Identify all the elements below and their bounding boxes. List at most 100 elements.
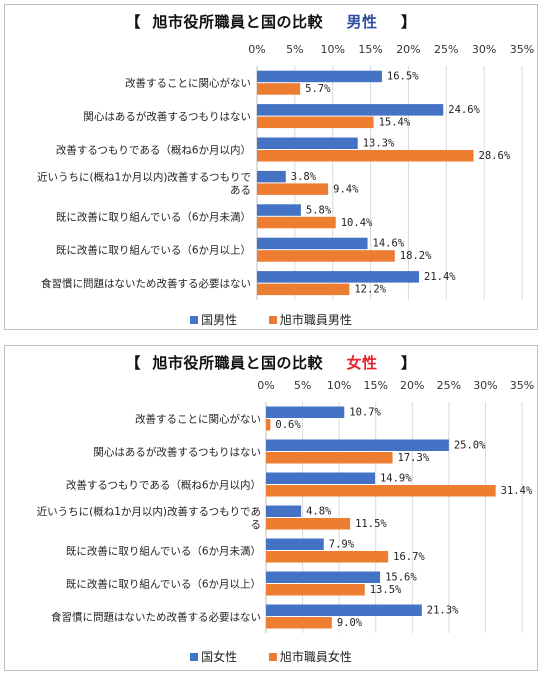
bar-national bbox=[257, 70, 382, 83]
x-tick-label: 10% bbox=[327, 379, 351, 392]
category-label: 既に改善に取り組んでいる（6か月以上） bbox=[66, 578, 261, 591]
bar-national bbox=[266, 406, 345, 418]
x-tick-label: 0% bbox=[248, 43, 265, 56]
male-title-highlight: 男性 bbox=[346, 13, 378, 31]
legend-label-city-female: 旭市職員女性 bbox=[279, 650, 352, 664]
bar-city bbox=[257, 183, 329, 195]
female-title-prefix: 【 bbox=[125, 354, 142, 372]
data-label: 9.0% bbox=[337, 617, 363, 629]
data-label: 18.2% bbox=[400, 250, 432, 262]
bar-city bbox=[257, 116, 374, 129]
bar-national bbox=[266, 505, 302, 517]
bar-national bbox=[257, 170, 286, 183]
data-label: 15.6% bbox=[385, 572, 417, 584]
legend-swatch-blue bbox=[190, 652, 199, 661]
data-label: 7.9% bbox=[329, 539, 355, 551]
x-tick-label: 15% bbox=[358, 43, 382, 56]
legend-label-national-male: 国男性 bbox=[201, 313, 238, 327]
data-label: 28.6% bbox=[479, 150, 511, 162]
data-label: 21.3% bbox=[427, 605, 459, 617]
data-label: 4.8% bbox=[306, 506, 332, 518]
x-tick-label: 35% bbox=[510, 43, 534, 56]
data-label: 11.5% bbox=[355, 518, 387, 530]
legend-label-city-male: 旭市職員男性 bbox=[279, 313, 352, 327]
data-label: 14.6% bbox=[373, 238, 405, 250]
bar-national bbox=[266, 604, 422, 616]
data-label: 13.5% bbox=[370, 584, 402, 596]
female-bar-chart: 0% 5% 10% 15% 20% 25% 30% 35% 改善することに関心がない 10.7% 0… bbox=[37, 379, 534, 633]
legend-item-city-male: 旭市職員男性 bbox=[268, 311, 352, 328]
bar-city bbox=[266, 584, 365, 596]
legend-swatch-orange bbox=[268, 652, 277, 661]
bar-city bbox=[266, 419, 271, 431]
category-label: 既に改善に取り組んでいる（6か月以上） bbox=[56, 244, 251, 257]
category-label: 改善するつもりである（概ね6か月以内） bbox=[56, 144, 251, 157]
female-chart-panel: 【 旭市役所職員と国の比較 女性 】 0% 5% 10% 15% 20% 25% 30% 35… bbox=[4, 345, 538, 671]
bar-national bbox=[266, 571, 381, 583]
data-label: 21.4% bbox=[424, 271, 456, 283]
x-tick-label: 20% bbox=[396, 43, 420, 56]
data-label: 10.7% bbox=[349, 407, 381, 419]
legend-swatch-orange bbox=[268, 315, 277, 324]
bar-national bbox=[266, 439, 449, 451]
x-tick-label: 0% bbox=[257, 379, 274, 392]
category-label: 関心はあるが改善するつもりはない bbox=[83, 110, 251, 123]
female-chart-title: 【 旭市役所職員と国の比較 女性 】 bbox=[5, 352, 537, 373]
bar-national bbox=[257, 271, 420, 283]
data-label: 10.4% bbox=[341, 217, 373, 229]
female-chart-legend: 国女性 旭市職員女性 bbox=[5, 648, 537, 665]
male-title-prefix: 【 bbox=[125, 13, 142, 31]
data-label: 9.4% bbox=[333, 183, 359, 195]
bar-city bbox=[257, 283, 350, 296]
legend-item-national-female: 国女性 bbox=[190, 648, 237, 665]
bar-city bbox=[257, 216, 336, 229]
data-label: 17.3% bbox=[398, 452, 430, 464]
bar-city bbox=[266, 485, 496, 497]
bar-city bbox=[257, 83, 301, 95]
male-chart-title: 【 旭市役所職員と国の比較 男性 】 bbox=[5, 11, 537, 32]
female-title-main: 旭市役所職員と国の比較 bbox=[152, 354, 324, 372]
data-label: 12.2% bbox=[354, 284, 386, 296]
bar-national bbox=[257, 137, 358, 149]
male-chart-panel: 【 旭市役所職員と国の比較 男性 】 0% 5% 10% 15% 20% 25% 30% 35… bbox=[4, 4, 538, 330]
data-label: 24.6% bbox=[448, 104, 480, 116]
bar-city bbox=[266, 452, 393, 464]
legend-item-city-female: 旭市職員女性 bbox=[268, 648, 352, 665]
male-title-suffix: 】 bbox=[400, 13, 417, 31]
legend-item-national-male: 国男性 bbox=[190, 311, 237, 328]
data-label: 25.0% bbox=[454, 440, 486, 452]
category-label: 改善するつもりである（概ね6か月以内） bbox=[66, 479, 261, 492]
category-label: 改善することに関心がない bbox=[135, 413, 261, 426]
bar-city bbox=[266, 518, 351, 530]
bar-national bbox=[257, 237, 368, 250]
bar-national bbox=[266, 538, 324, 550]
data-label: 3.8% bbox=[291, 171, 317, 183]
bar-city bbox=[266, 551, 389, 563]
data-label: 31.4% bbox=[501, 485, 533, 497]
x-tick-label: 5% bbox=[286, 43, 303, 56]
x-tick-label: 15% bbox=[363, 379, 387, 392]
category-label: 関心はあるが改善するつもりはない bbox=[93, 446, 261, 459]
x-tick-label: 35% bbox=[510, 379, 534, 392]
legend-label-national-female: 国女性 bbox=[201, 650, 238, 664]
x-tick-label: 30% bbox=[473, 379, 497, 392]
data-label: 13.3% bbox=[363, 138, 395, 150]
x-tick-label: 5% bbox=[294, 379, 311, 392]
bar-city bbox=[266, 617, 332, 629]
bar-city bbox=[257, 250, 395, 262]
data-label: 16.7% bbox=[393, 551, 425, 563]
data-label: 15.4% bbox=[379, 117, 411, 129]
female-title-suffix: 】 bbox=[400, 354, 417, 372]
category-label: 食習慣に問題はないため改善する必要はない bbox=[41, 277, 251, 290]
data-label: 14.9% bbox=[380, 473, 412, 485]
data-label: 0.6% bbox=[275, 419, 301, 431]
female-title-highlight: 女性 bbox=[346, 354, 378, 372]
data-label: 16.5% bbox=[387, 71, 419, 83]
data-label: 5.8% bbox=[306, 204, 332, 216]
category-label: 食習慣に問題はないため改善する必要はない bbox=[51, 611, 261, 624]
bar-national bbox=[257, 104, 444, 116]
x-tick-label: 10% bbox=[320, 43, 344, 56]
bar-city bbox=[257, 150, 474, 162]
male-chart-legend: 国男性 旭市職員男性 bbox=[5, 311, 537, 328]
category-label: 改善することに関心がない bbox=[125, 77, 251, 90]
